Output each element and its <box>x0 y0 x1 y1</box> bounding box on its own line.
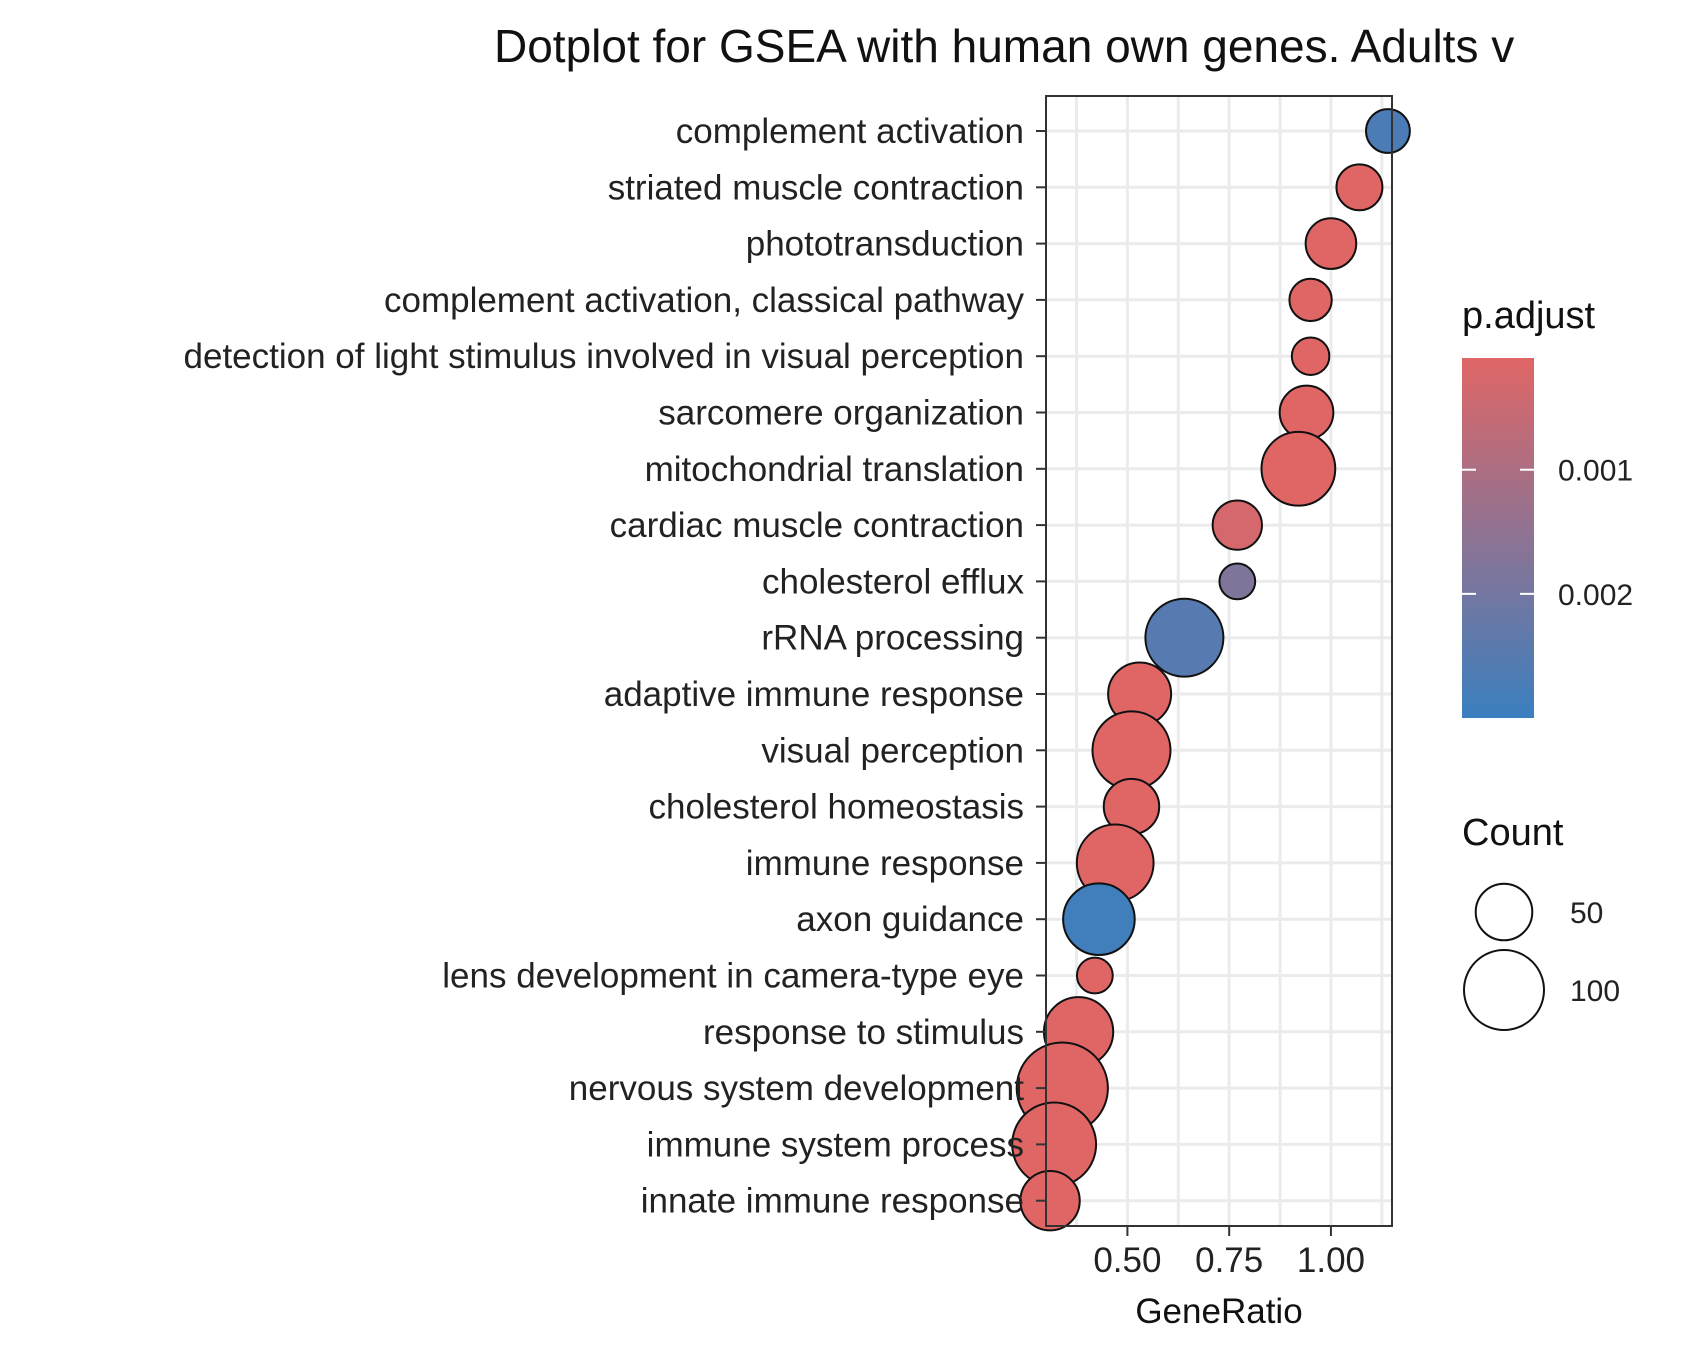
y-tick-label: phototransduction <box>746 225 1024 264</box>
y-tick-label: response to stimulus <box>703 1013 1024 1052</box>
y-tick-label: rRNA processing <box>761 619 1024 658</box>
y-tick-label: axon guidance <box>796 900 1024 939</box>
y-tick-label: immune system process <box>647 1125 1024 1164</box>
x-axis: 0.50 0.75 1.00 <box>1093 1226 1365 1280</box>
data-point <box>1019 1170 1081 1232</box>
data-point <box>1290 336 1331 376</box>
data-point <box>1304 217 1358 270</box>
y-tick-label: adaptive immune response <box>604 675 1024 714</box>
data-point <box>1091 710 1172 791</box>
y-tick-label: sarcomere organization <box>658 394 1024 433</box>
color-legend-label: 0.001 <box>1558 455 1633 488</box>
data-point <box>1144 597 1225 678</box>
size-legend-title: Count <box>1462 812 1564 854</box>
y-tick-label: detection of light stimulus involved in … <box>184 337 1024 376</box>
y-tick-label: cholesterol efflux <box>762 562 1025 601</box>
data-point <box>1335 163 1384 212</box>
y-tick-label: innate immune response <box>641 1182 1024 1221</box>
y-axis-labels: complement activation striated muscle con… <box>184 112 1046 1221</box>
x-tick-label: 1.00 <box>1297 1241 1365 1280</box>
y-tick-label: immune response <box>746 844 1024 883</box>
y-tick-label: striated muscle contraction <box>608 168 1024 207</box>
data-point <box>1211 499 1263 551</box>
size-legend-label: 50 <box>1570 897 1603 930</box>
x-axis-title: GeneRatio <box>1135 1292 1302 1331</box>
x-tick-label: 0.75 <box>1195 1241 1263 1280</box>
panel-border <box>1045 95 1393 1227</box>
data-point <box>1062 882 1136 956</box>
y-tick-label: lens development in camera-type eye <box>442 957 1024 996</box>
y-tick-label: complement activation, classical pathway <box>384 281 1025 320</box>
chart-title: Dotplot for GSEA with human own genes. A… <box>494 20 1514 72</box>
color-legend-bar <box>1462 358 1534 718</box>
y-tick-label: complement activation <box>676 112 1024 151</box>
color-legend-title: p.adjust <box>1462 295 1596 337</box>
data-point <box>1278 384 1335 441</box>
x-tick-label: 0.50 <box>1093 1241 1161 1280</box>
data-point <box>1075 956 1114 995</box>
y-tick-label: nervous system development <box>569 1069 1024 1108</box>
y-tick-label: mitochondrial translation <box>645 450 1024 489</box>
size-legend-key <box>1474 882 1534 942</box>
size-legend-key <box>1463 949 1545 1031</box>
y-tick-label: cholesterol homeostasis <box>649 788 1024 827</box>
size-legend-label: 100 <box>1570 975 1620 1008</box>
data-point <box>1260 430 1337 507</box>
data-point <box>1218 562 1257 601</box>
y-tick-label: visual perception <box>761 731 1024 770</box>
y-tick-label: cardiac muscle contraction <box>610 506 1024 545</box>
legend: p.adjust Count 0.001 0.002 50 100 <box>1462 295 1633 1031</box>
plot-panel <box>1011 95 1411 1232</box>
data-point <box>1365 108 1411 154</box>
data-point <box>1288 277 1333 323</box>
color-legend-label: 0.002 <box>1558 579 1633 612</box>
